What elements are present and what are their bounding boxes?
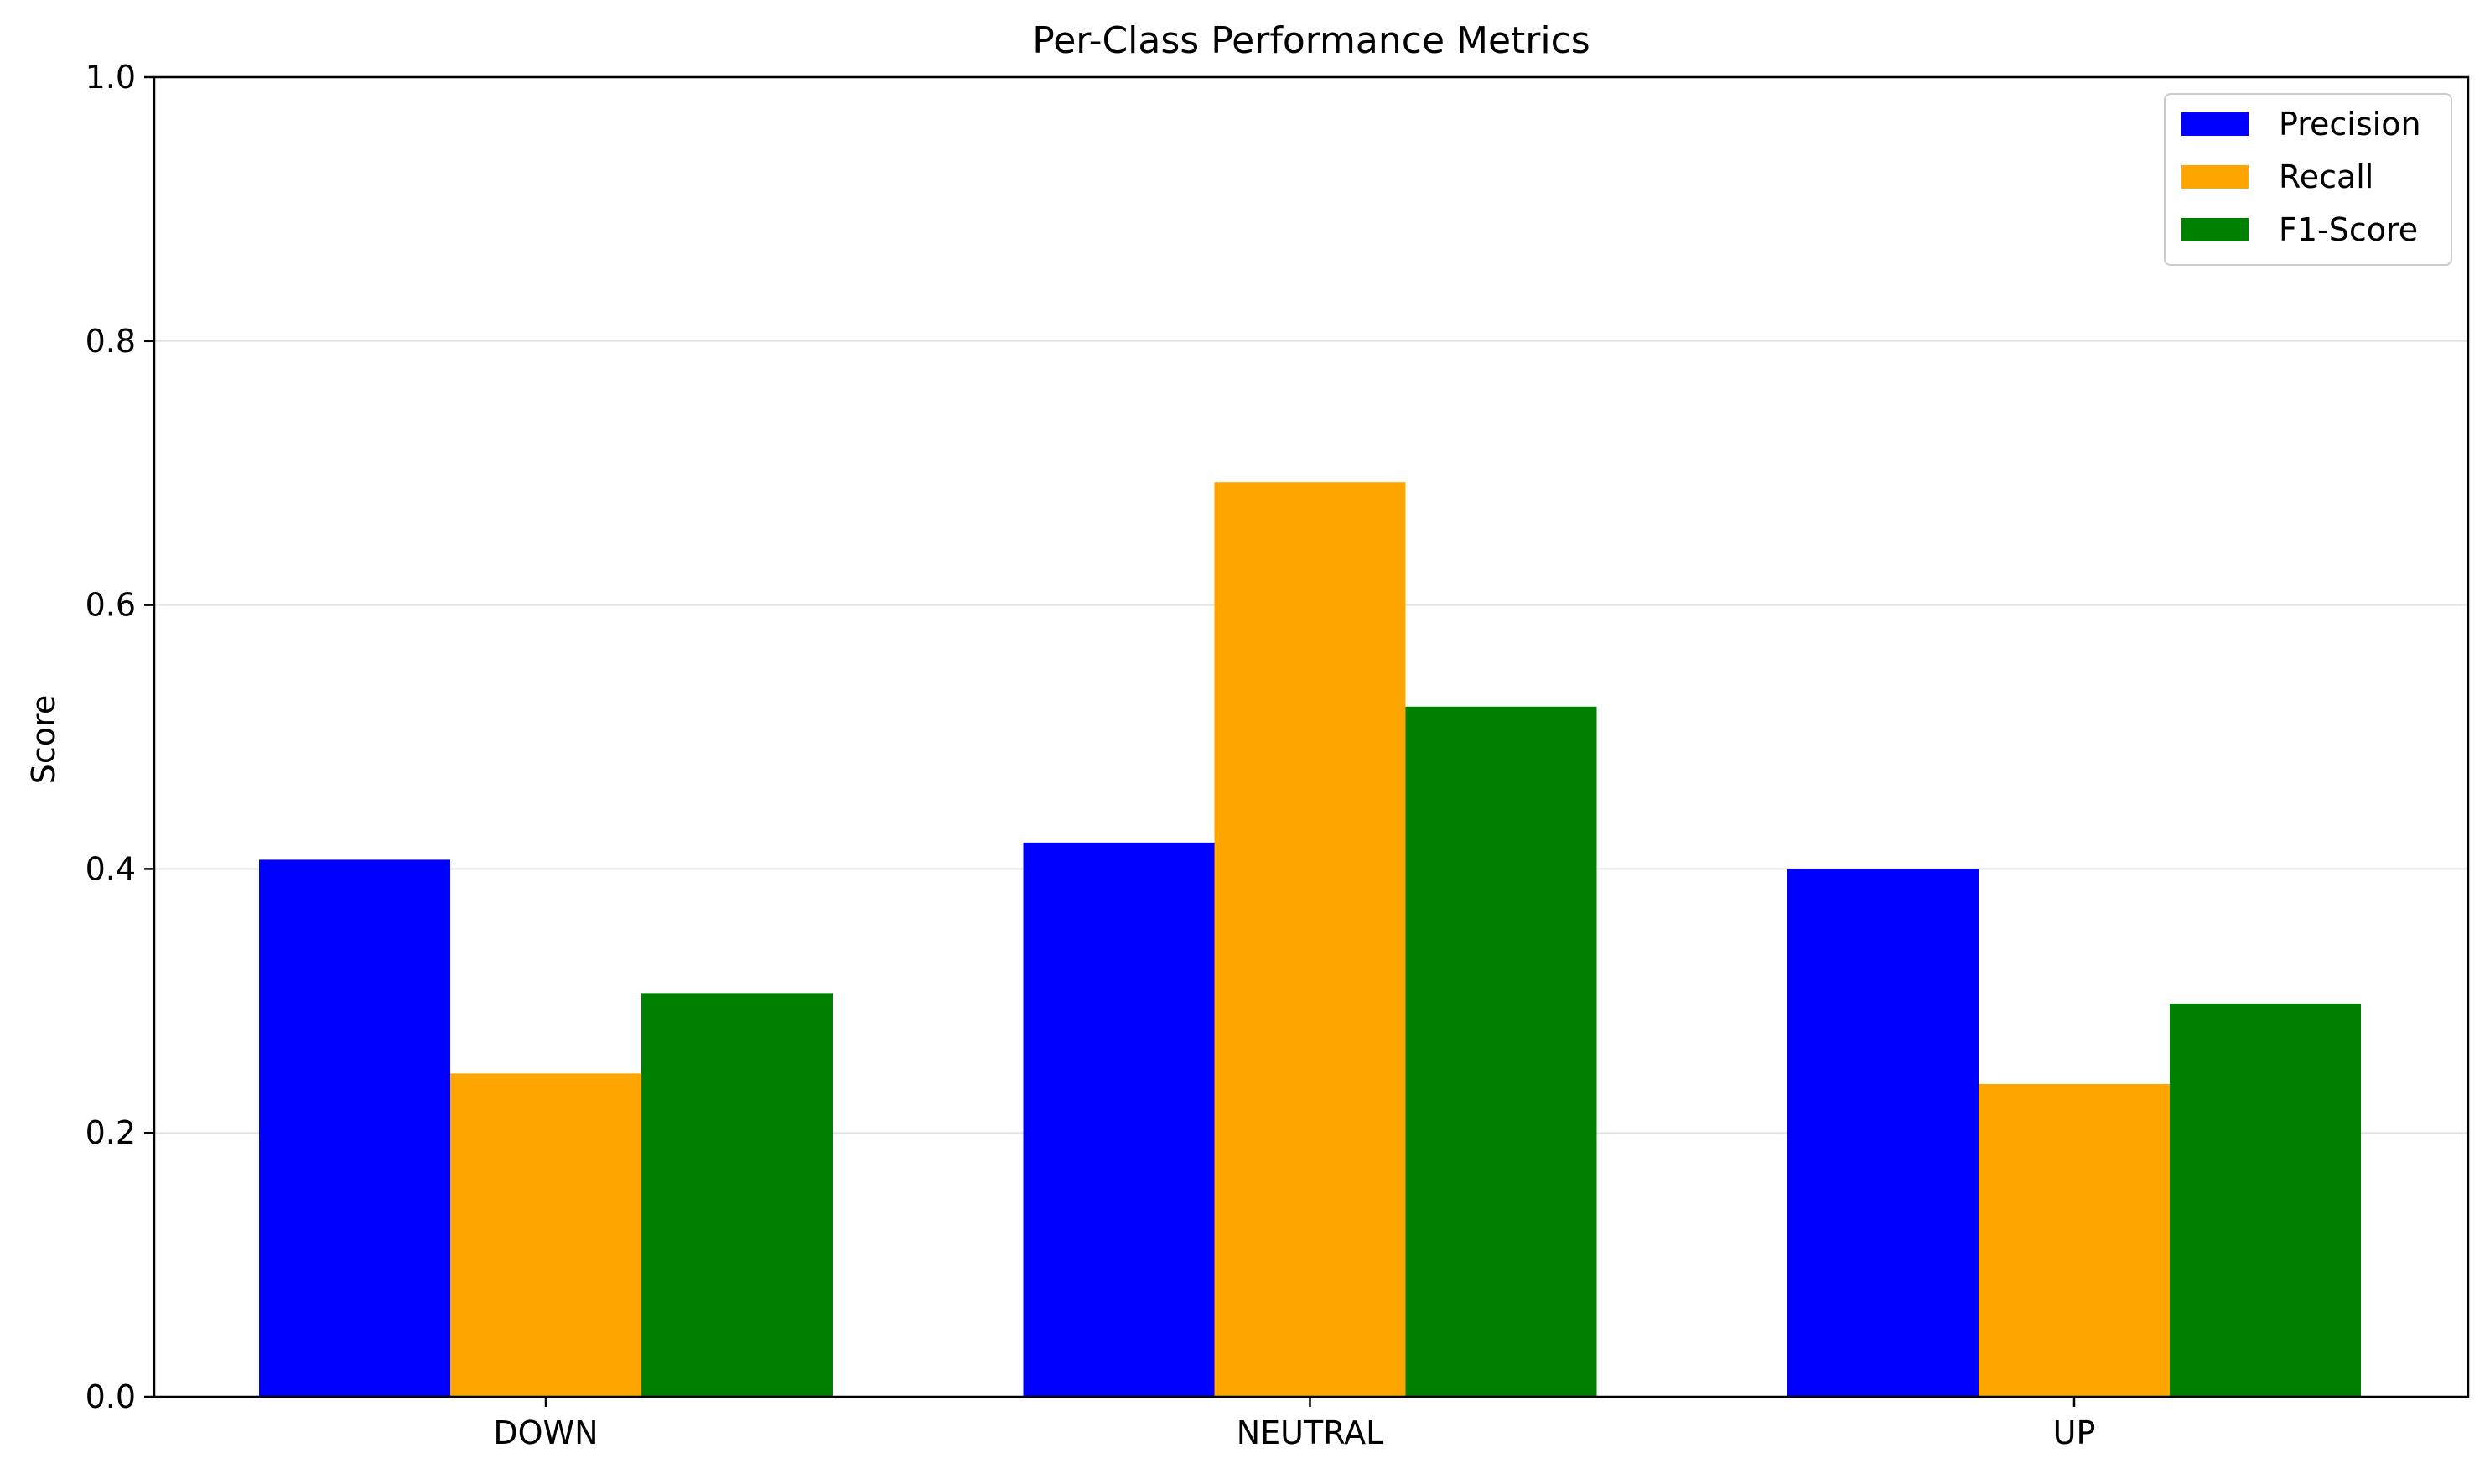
legend-label-precision: Precision bbox=[2279, 106, 2421, 143]
bar-recall-up bbox=[1979, 1083, 2170, 1397]
bars bbox=[259, 482, 2361, 1397]
x-axis-ticks: DOWN NEUTRAL UP bbox=[493, 1397, 2095, 1451]
y-tick-label: 1.0 bbox=[86, 59, 136, 96]
bar-precision-down bbox=[259, 859, 450, 1397]
bar-recall-neutral bbox=[1214, 482, 1406, 1397]
chart-title: Per-Class Performance Metrics bbox=[1032, 19, 1590, 62]
bar-f1-score-down bbox=[641, 993, 833, 1397]
y-tick-label: 0.6 bbox=[86, 587, 136, 624]
y-tick-label: 0.0 bbox=[86, 1378, 136, 1415]
legend: Precision Recall F1-Score bbox=[2164, 93, 2452, 266]
bar-recall-down bbox=[450, 1073, 641, 1397]
legend-swatch-f1-score bbox=[2181, 218, 2249, 241]
bar-f1-score-up bbox=[2170, 1003, 2361, 1397]
legend-label-recall: Recall bbox=[2279, 158, 2373, 195]
legend-label-f1-score: F1-Score bbox=[2279, 211, 2418, 248]
bar-f1-score-neutral bbox=[1405, 706, 1597, 1397]
legend-swatch-recall bbox=[2181, 165, 2249, 189]
bar-precision-neutral bbox=[1023, 842, 1215, 1397]
legend-swatch-precision bbox=[2181, 112, 2249, 136]
bar-precision-up bbox=[1787, 869, 1979, 1397]
plot-frame bbox=[153, 75, 2470, 1398]
y-tick-label: 0.8 bbox=[86, 323, 136, 360]
y-tick-label: 0.4 bbox=[86, 850, 136, 887]
x-tick-label: NEUTRAL bbox=[1237, 1414, 1384, 1451]
y-tick-label: 0.2 bbox=[86, 1114, 136, 1151]
x-tick-label: UP bbox=[2053, 1414, 2096, 1451]
y-axis-label: Score bbox=[25, 695, 62, 784]
y-axis-ticks: 0.0 0.2 0.4 0.6 0.8 1.0 bbox=[86, 59, 154, 1415]
x-tick-label: DOWN bbox=[493, 1414, 598, 1451]
